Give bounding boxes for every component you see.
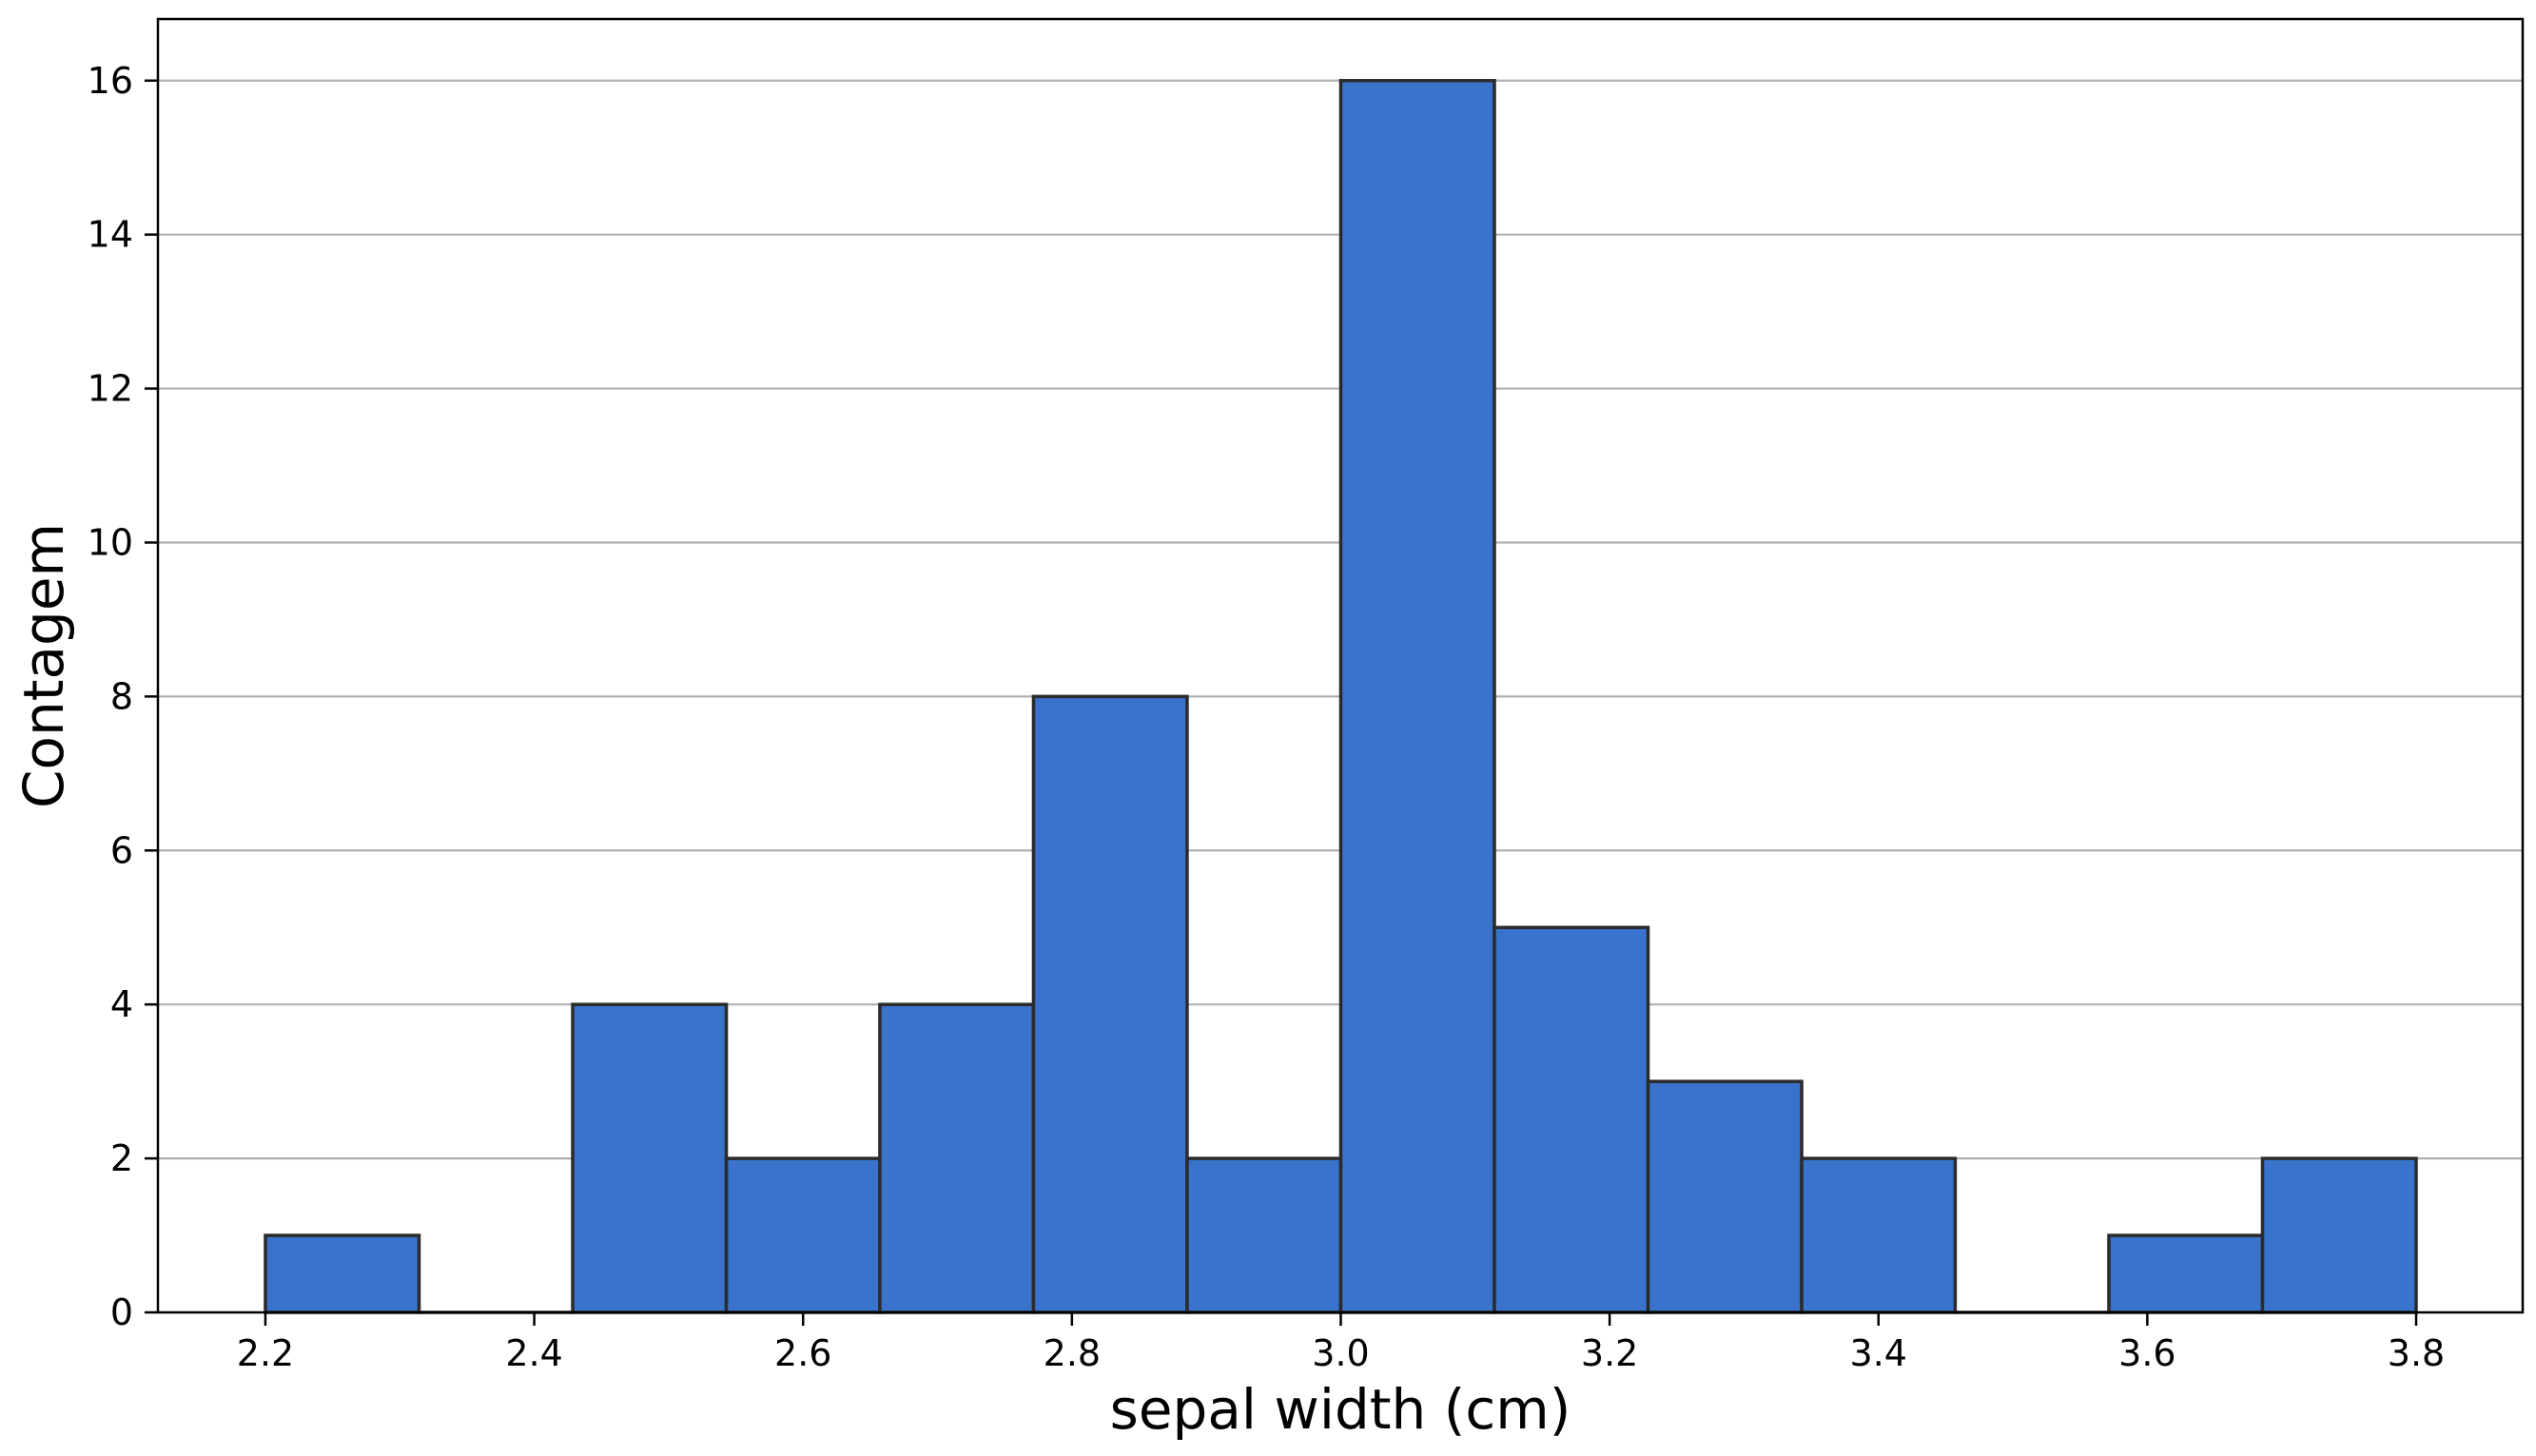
x-tick-label: 2.6 <box>774 1332 831 1374</box>
x-tick-label: 3.2 <box>1581 1332 1638 1374</box>
y-tick-label: 2 <box>110 1137 133 1179</box>
x-tick-label: 2.8 <box>1044 1332 1101 1374</box>
histogram-bar <box>1031 694 1189 1314</box>
histogram-bar <box>1185 1156 1343 1314</box>
x-tick-label: 3.4 <box>1850 1332 1907 1374</box>
y-tick-label: 8 <box>110 675 133 717</box>
histogram-bar <box>1492 925 1650 1314</box>
histogram-bar <box>2107 1233 2265 1314</box>
histogram-bar <box>1800 1156 1958 1314</box>
y-tick-label: 10 <box>88 521 133 563</box>
x-tick-label: 3.6 <box>2118 1332 2175 1374</box>
x-tick-label: 2.4 <box>505 1332 562 1374</box>
histogram-bar <box>263 1233 421 1314</box>
histogram-bar <box>1646 1079 1804 1314</box>
x-tick-label: 3.0 <box>1312 1332 1369 1374</box>
histogram-bar <box>724 1156 882 1314</box>
histogram-bar <box>571 1002 729 1314</box>
y-tick-label: 16 <box>88 60 133 102</box>
x-tick-label: 3.8 <box>2388 1332 2445 1374</box>
histogram-bar <box>1338 79 1496 1314</box>
x-axis-ticks: 2.2 2.4 2.6 2.8 3.0 3.2 3.4 3.6 3.8 <box>237 1312 2445 1374</box>
y-axis-label: Contagem <box>11 523 76 808</box>
y-tick-label: 6 <box>110 829 133 871</box>
histogram-bar <box>2260 1156 2418 1314</box>
y-axis-ticks: 0 2 4 6 8 10 12 14 16 <box>88 60 158 1333</box>
y-tick-label: 0 <box>110 1291 133 1333</box>
histogram-bar <box>878 1002 1036 1314</box>
y-tick-label: 4 <box>110 983 133 1025</box>
y-tick-label: 12 <box>88 368 133 410</box>
y-tick-label: 14 <box>88 214 133 256</box>
x-tick-label: 2.2 <box>237 1332 294 1374</box>
x-axis-label: sepal width (cm) <box>1110 1377 1571 1442</box>
histogram-bars <box>263 79 2418 1314</box>
